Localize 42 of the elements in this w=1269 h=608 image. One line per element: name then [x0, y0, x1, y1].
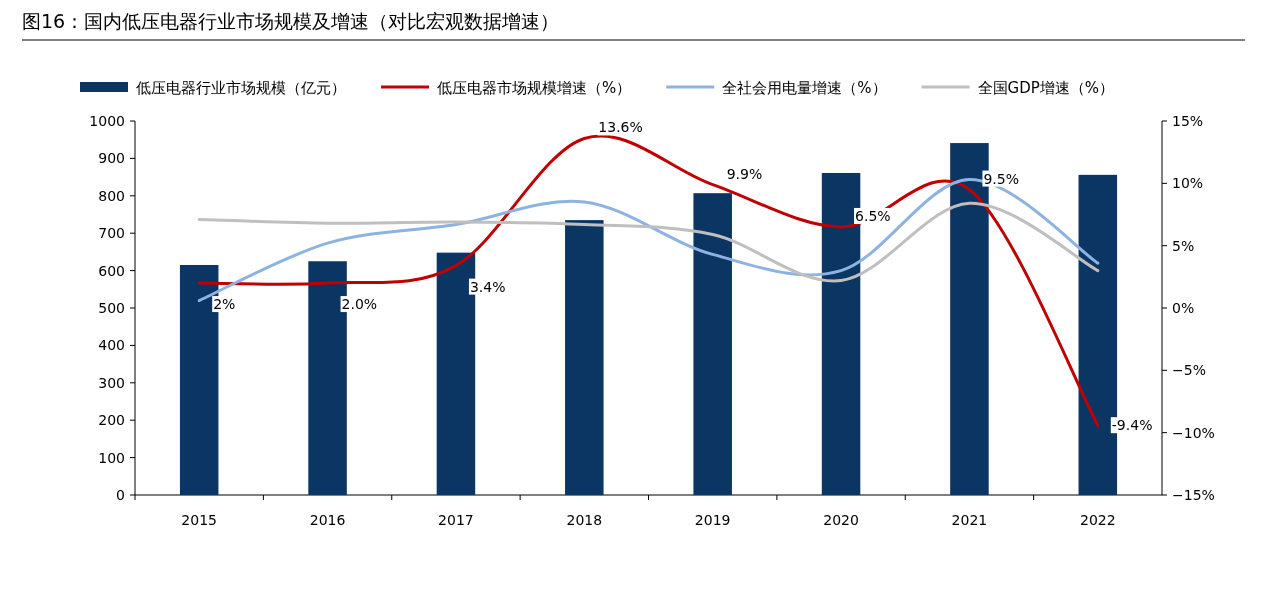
data-label: -9.4%	[1111, 417, 1153, 434]
y2-tick-label: 0%	[1172, 300, 1195, 316]
y-tick-label: 700	[98, 225, 125, 242]
x-tick-label: 2021	[951, 512, 988, 528]
data-label: 9.9%	[726, 165, 763, 182]
x-tick-label: 2019	[694, 512, 731, 528]
y-tick-label: 600	[98, 262, 125, 279]
legend-label: 低压电器行业市场规模（亿元）	[136, 79, 346, 97]
y-tick-label: 400	[98, 337, 125, 354]
legend-label: 全国GDP增速（%）	[977, 79, 1115, 97]
y2-tick-label: −5%	[1172, 362, 1206, 379]
data-label: 13.6%	[598, 119, 643, 136]
x-tick-label: 2017	[438, 512, 474, 528]
legend-label: 低压电器市场规模增速（%）	[437, 79, 632, 97]
x-tick-label: 2016	[309, 512, 346, 528]
bar	[693, 193, 732, 495]
y-tick-label: 500	[98, 300, 125, 316]
line-series	[197, 201, 1100, 283]
y-tick-label: 300	[98, 374, 125, 391]
data-label: 3.4%	[469, 278, 506, 295]
data-label: 6.5%	[855, 207, 891, 224]
x-tick-label: 2022	[1079, 512, 1116, 528]
legend-label: 全社会用电量增速（%）	[722, 79, 887, 97]
y-tick-label: 100	[98, 449, 125, 466]
y2-tick-label: 5%	[1172, 237, 1195, 254]
x-tick-label: 2018	[566, 512, 603, 528]
y-tick-label: 800	[98, 187, 125, 204]
y-tick-label: 900	[98, 150, 125, 167]
y-tick-label: 0	[116, 487, 125, 503]
y2-tick-label: −10%	[1172, 424, 1215, 441]
y2-tick-label: 10%	[1172, 175, 1204, 192]
y2-tick-label: −15%	[1172, 487, 1215, 503]
chart-title: 图16：国内低压电器行业市场规模及增速（对比宏观数据增速）	[22, 10, 560, 32]
x-tick-label: 2015	[181, 512, 218, 528]
y-tick-label: 200	[98, 412, 125, 429]
y2-tick-label: 15%	[1172, 113, 1204, 129]
data-label: 2%	[213, 296, 236, 313]
data-label: 9.5%	[983, 170, 1020, 187]
data-label: 2.0%	[341, 296, 378, 313]
x-tick-label: 2020	[823, 512, 859, 528]
bar	[565, 220, 604, 495]
y-tick-label: 1000	[89, 113, 125, 129]
